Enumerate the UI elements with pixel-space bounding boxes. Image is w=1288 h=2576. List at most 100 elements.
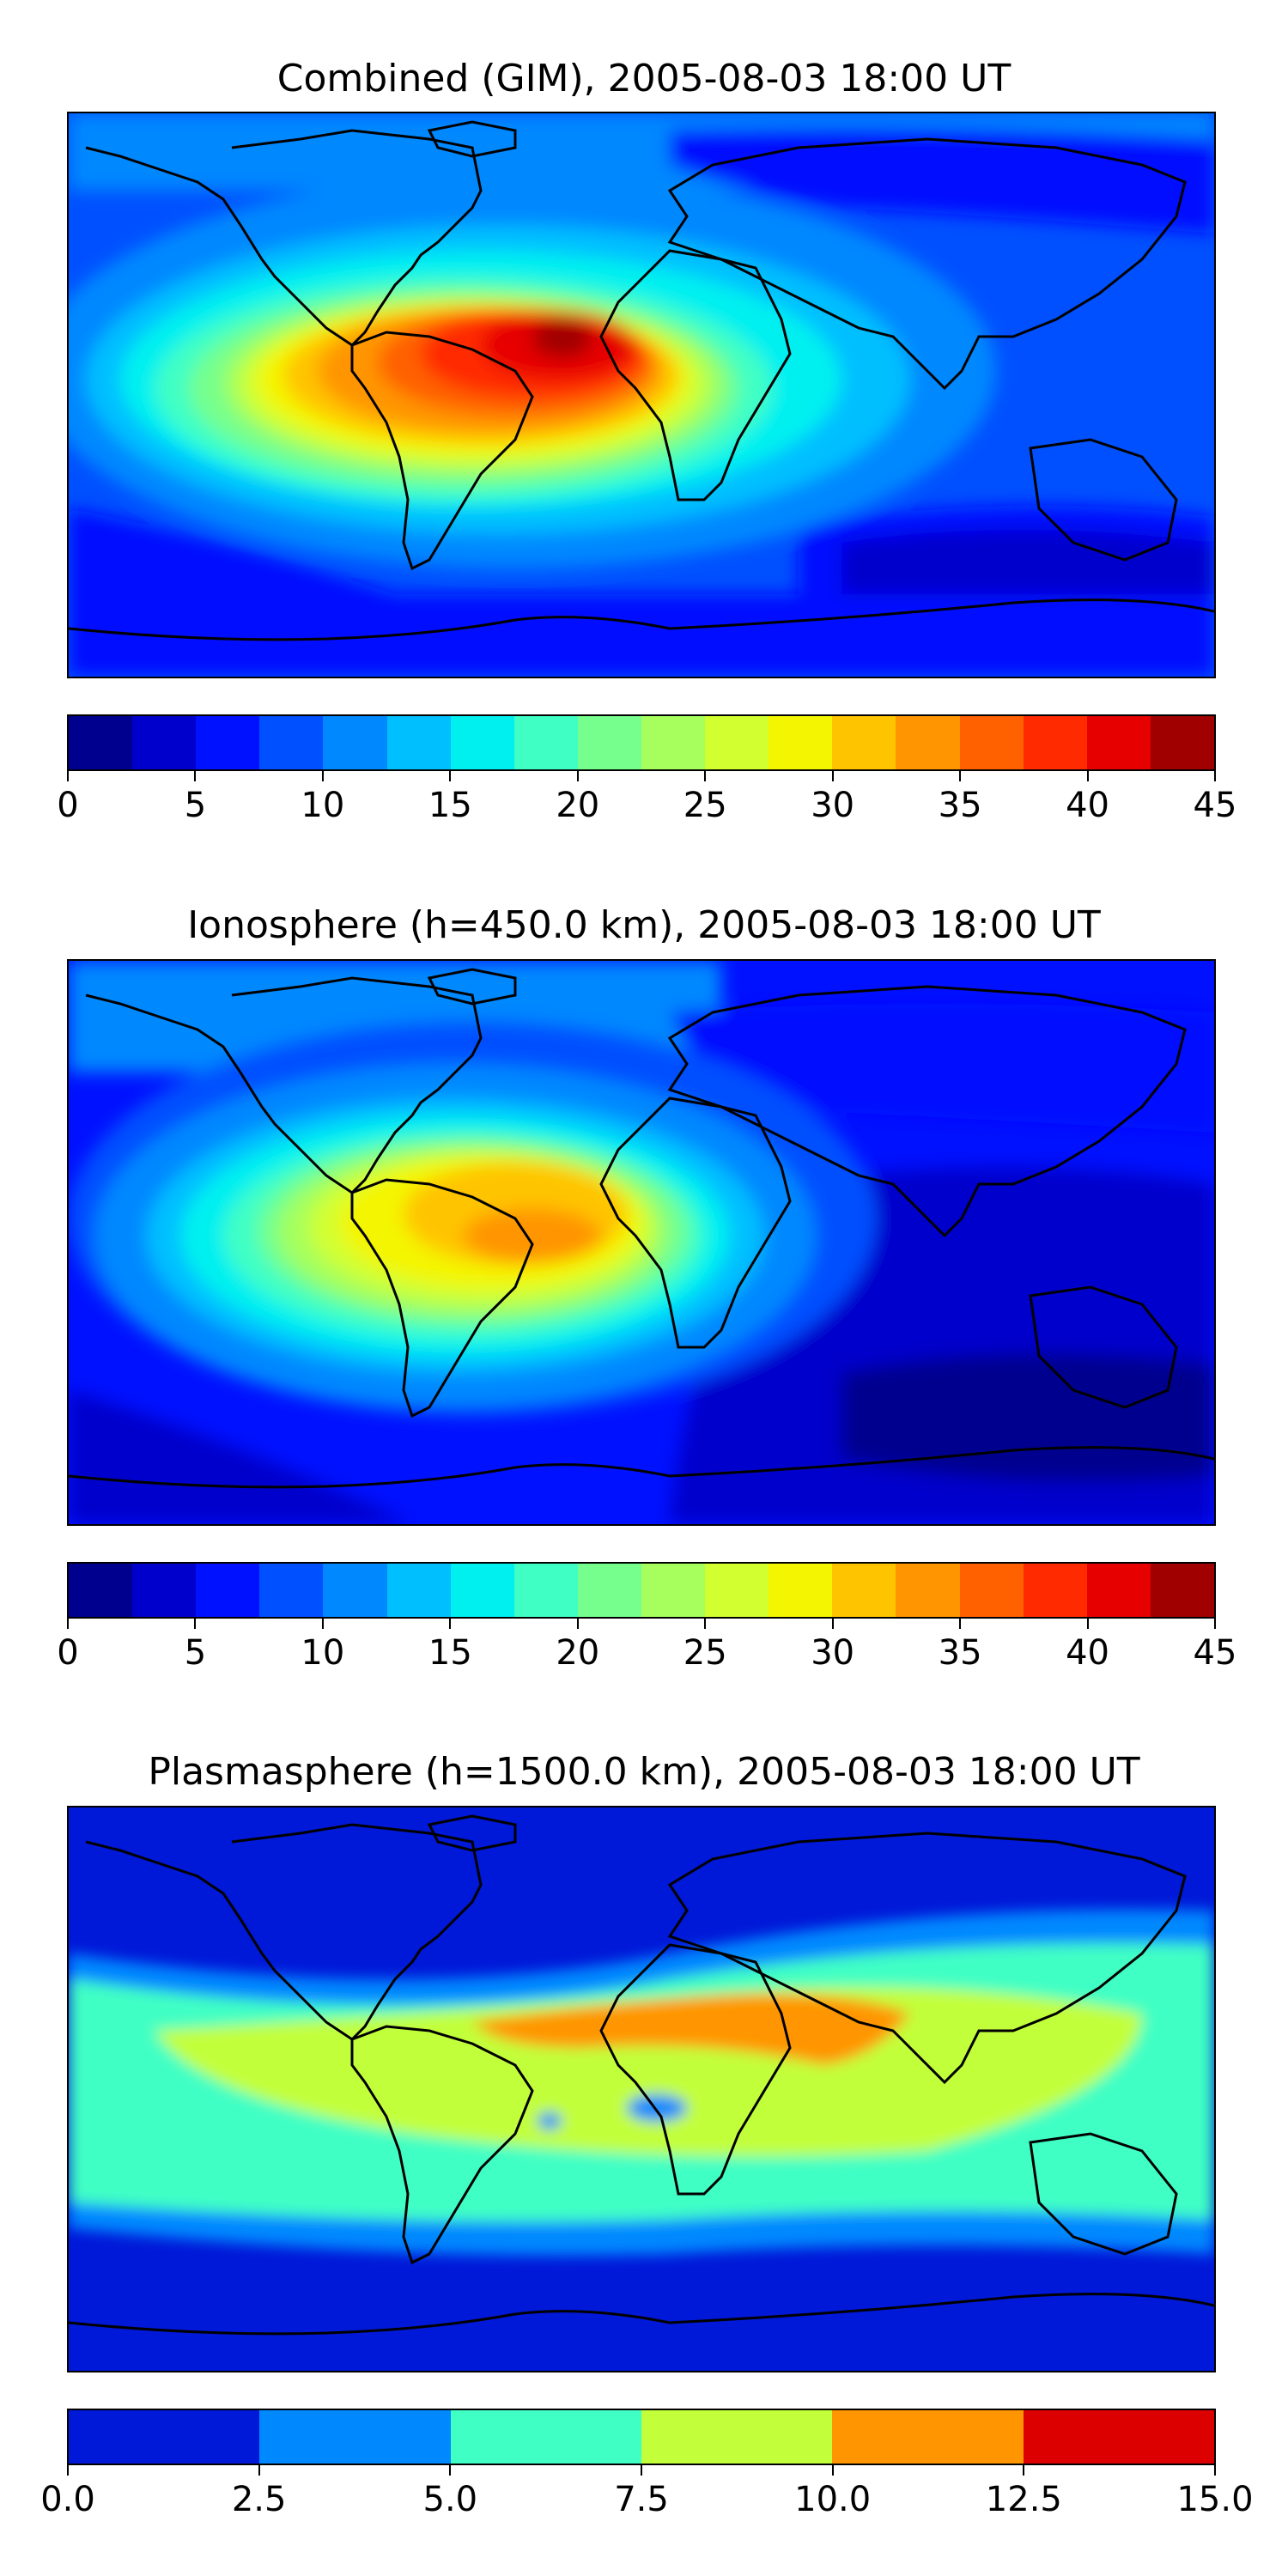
tick-mark (959, 1619, 962, 1629)
colorbar-segment (1086, 1564, 1151, 1617)
colorbar-segment (323, 1564, 387, 1617)
tick-label: 30 (811, 1633, 855, 1673)
tick-label: 10.0 (794, 2480, 872, 2519)
tick-label: 0 (57, 1633, 79, 1673)
colorbar-segment (769, 716, 833, 769)
tick-label: 15 (428, 1633, 472, 1673)
tick-mark (67, 771, 69, 781)
colorbar-segment (196, 1564, 260, 1617)
colorbar-segment (132, 1564, 197, 1617)
tick-mark (959, 771, 962, 781)
tick-mark (831, 1619, 834, 1629)
coastlines (69, 120, 1214, 641)
colorbar-segment (641, 2410, 833, 2464)
tick-label: 15 (428, 786, 472, 825)
panel-title: Ionosphere (h=450.0 km), 2005-08-03 18:0… (187, 903, 1101, 947)
colorbar-segment (1023, 2410, 1214, 2464)
colorbar-segment (1023, 716, 1087, 769)
colorbar-segment (1086, 716, 1151, 769)
tick-mark (1086, 1619, 1089, 1629)
colorbar-segment (705, 1564, 769, 1617)
colorbar-ticks-plasmasphere: 0.0 2.5 5.0 7.5 10.0 12.5 15.0 (40, 2465, 1254, 2519)
tick-mark (258, 2465, 260, 2476)
colorbar-segment (450, 2410, 641, 2464)
colorbar-segment (69, 716, 133, 769)
map-plasmasphere (67, 1806, 1216, 2372)
tick-label: 45 (1193, 786, 1237, 825)
tick-mark (1086, 771, 1089, 781)
tick-label: 2.5 (231, 2480, 287, 2519)
colorbar-segment (641, 716, 706, 769)
colorbar-segment (450, 1564, 514, 1617)
colorbar-segment (323, 716, 387, 769)
colorbar-segment (832, 1564, 896, 1617)
tick-label: 10 (301, 786, 345, 825)
colorbar-ticks-ionosphere: 0 5 10 15 20 25 30 35 40 45 (57, 1619, 1236, 1673)
colorbar-segment (259, 1564, 324, 1617)
tick-label: 45 (1193, 1633, 1237, 1673)
colorbar-segment (69, 1564, 133, 1617)
tick-label: 30 (811, 786, 855, 825)
tick-label: 5 (184, 786, 207, 825)
tick-mark (449, 1619, 452, 1629)
colorbar-segment (132, 716, 197, 769)
colorbar-segment (832, 2410, 1024, 2464)
tick-mark (194, 1619, 197, 1629)
tick-mark (194, 771, 197, 781)
tick-mark (449, 2465, 452, 2476)
tick-label: 7.5 (614, 2480, 669, 2519)
tick-mark (576, 1619, 579, 1629)
tick-label: 40 (1066, 1633, 1109, 1673)
tick-label: 25 (683, 786, 727, 825)
colorbar-segment (513, 716, 578, 769)
tick-mark (449, 771, 452, 781)
colorbar-segment (259, 716, 324, 769)
colorbar-segment (1150, 716, 1214, 769)
colorbar-segment (450, 716, 514, 769)
tick-mark (321, 1619, 324, 1629)
colorbar-segment (259, 2410, 451, 2464)
tick-mark (831, 2465, 834, 2476)
colorbar-segment (386, 1564, 451, 1617)
tick-label: 5.0 (422, 2480, 478, 2519)
colorbar-segment (959, 716, 1024, 769)
tick-mark (641, 2465, 642, 2476)
tick-mark (1214, 2465, 1216, 2476)
tick-label: 40 (1066, 786, 1109, 825)
colorbar-segment (896, 1564, 960, 1617)
colorbar-segment (641, 1564, 706, 1617)
tick-mark (704, 1619, 707, 1629)
colorbar-segment (769, 1564, 833, 1617)
tick-label: 15.0 (1176, 2480, 1254, 2519)
colorbar-ticks-combined: 0 5 10 15 20 25 30 35 40 45 (57, 771, 1236, 825)
panel-title: Combined (GIM), 2005-08-03 18:00 UT (276, 57, 1012, 100)
colorbar-segment (1023, 1564, 1087, 1617)
colorbar-segment (959, 1564, 1024, 1617)
colorbar-segment (69, 2410, 260, 2464)
tick-mark (831, 771, 834, 781)
colorbar-plasmasphere (67, 2409, 1216, 2465)
tick-mark (67, 2465, 69, 2476)
tick-mark (1023, 2465, 1025, 2476)
tick-label: 0.0 (40, 2480, 95, 2519)
tick-label: 5 (184, 1633, 207, 1673)
tick-label: 25 (683, 1633, 727, 1673)
tick-mark (704, 771, 707, 781)
panel-title: Plasmasphere (h=1500.0 km), 2005-08-03 1… (148, 1750, 1140, 1794)
tick-mark (576, 771, 579, 781)
colorbar-ionosphere (67, 1562, 1216, 1619)
tick-label: 12.5 (985, 2480, 1062, 2519)
colorbar-segment (832, 716, 896, 769)
tick-label: 20 (556, 786, 600, 825)
colorbar-segment (196, 716, 260, 769)
map-combined (67, 112, 1216, 678)
colorbar-segment (513, 1564, 578, 1617)
tick-mark (321, 771, 324, 781)
tick-mark (67, 1619, 69, 1629)
tick-mark (1214, 1619, 1216, 1629)
colorbar-segment (1150, 1564, 1214, 1617)
tick-label: 0 (57, 786, 79, 825)
tec-contour-map (69, 961, 1214, 1524)
coastlines (69, 968, 1214, 1489)
map-ionosphere (67, 959, 1216, 1526)
